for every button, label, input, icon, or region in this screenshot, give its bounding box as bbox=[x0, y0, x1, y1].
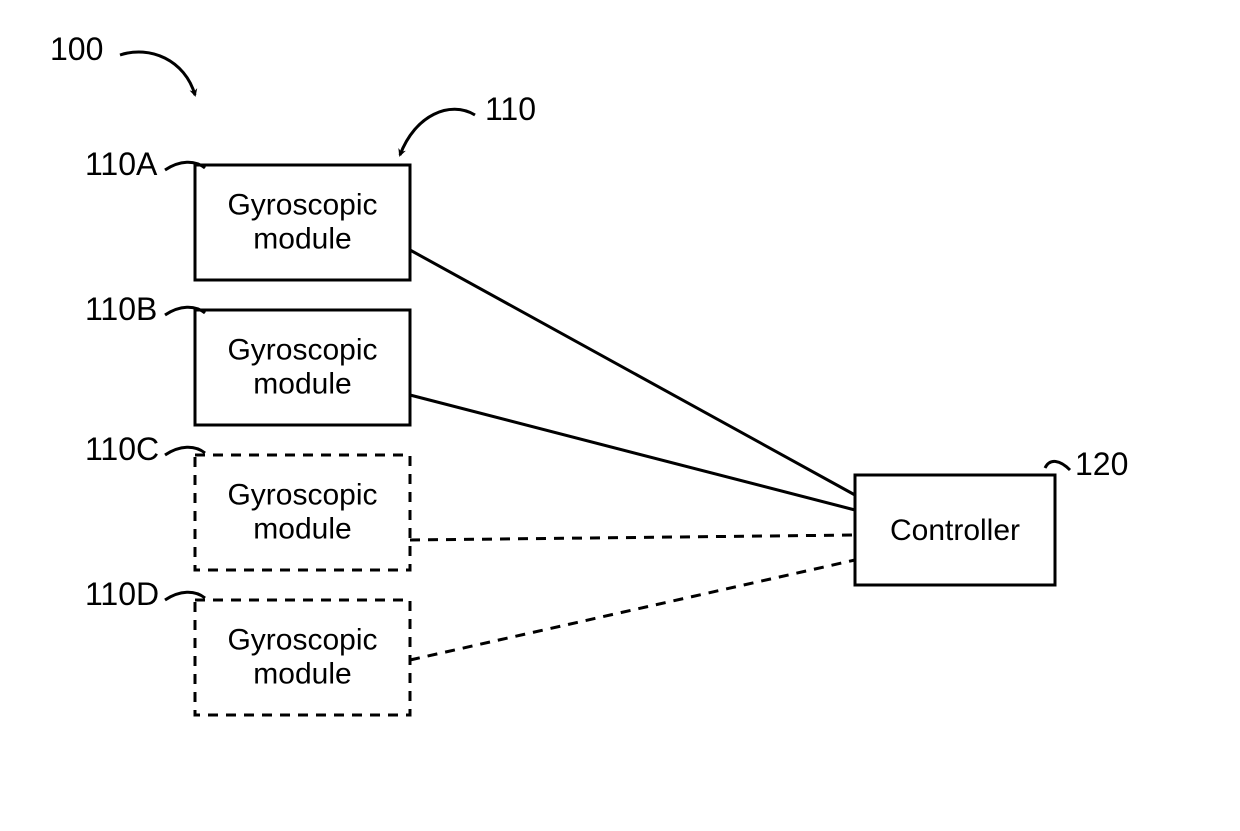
ref-label-110: 110 bbox=[485, 91, 536, 127]
edge-d-controller bbox=[410, 560, 855, 660]
gyroscopic-module-a: Gyroscopic module bbox=[195, 165, 410, 280]
gyroscopic-module-c: Gyroscopic module bbox=[195, 455, 410, 570]
module-d-line2: module bbox=[253, 658, 351, 691]
module-a-line2: module bbox=[253, 223, 351, 256]
module-c-line1: Gyroscopic bbox=[227, 479, 377, 512]
module-a-line1: Gyroscopic bbox=[227, 189, 377, 222]
controller-label: Controller bbox=[890, 514, 1020, 547]
edge-c-controller bbox=[410, 535, 855, 540]
leader-100 bbox=[120, 52, 195, 95]
ref-label-110d: 110D bbox=[85, 576, 159, 612]
ref-label-110c: 110C bbox=[85, 431, 159, 467]
module-c-line2: module bbox=[253, 513, 351, 546]
leader-120 bbox=[1045, 461, 1070, 470]
ref-label-110b: 110B bbox=[85, 291, 157, 327]
block-diagram: Gyroscopic module Gyroscopic module Gyro… bbox=[0, 0, 1240, 831]
edge-b-controller bbox=[410, 395, 855, 510]
edge-a-controller bbox=[410, 250, 855, 495]
gyroscopic-module-b: Gyroscopic module bbox=[195, 310, 410, 425]
leader-110 bbox=[400, 109, 475, 155]
module-d-line1: Gyroscopic bbox=[227, 624, 377, 657]
ref-label-100: 100 bbox=[50, 31, 103, 67]
module-b-line2: module bbox=[253, 368, 351, 401]
controller-block: Controller bbox=[855, 475, 1055, 585]
ref-label-110a: 110A bbox=[85, 146, 158, 182]
ref-label-120: 120 bbox=[1075, 446, 1128, 482]
gyroscopic-module-d: Gyroscopic module bbox=[195, 600, 410, 715]
module-b-line1: Gyroscopic bbox=[227, 334, 377, 367]
